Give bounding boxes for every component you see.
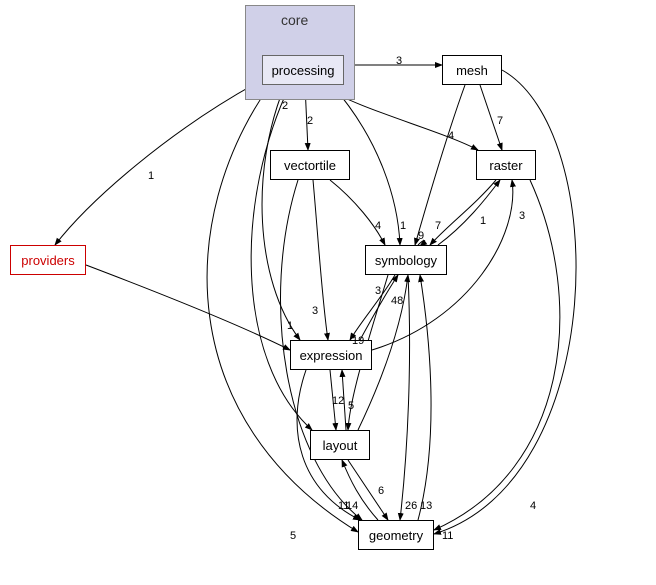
edge-vectortile-symbology (330, 180, 385, 245)
group-core-label: core (281, 12, 308, 28)
edge-label-layout-geometry: 6 (378, 485, 384, 497)
edge-label-mesh-geometry: 4 (530, 500, 536, 512)
edge-symbology-raster (438, 180, 500, 245)
edge-label-expression-raster: 3 (519, 210, 525, 222)
edge-processing-providers (55, 80, 262, 245)
node-geometry[interactable]: geometry (358, 520, 434, 550)
edge-label-mesh-symbology: 4 (448, 130, 454, 142)
edge-label-symbology-raster: 1 (480, 215, 486, 227)
node-layout[interactable]: layout (310, 430, 370, 460)
edge-label-symbology-expression: 48 (391, 295, 403, 307)
group-core: core (245, 5, 355, 100)
node-providers[interactable]: providers (10, 245, 86, 275)
edge-label-processing-symbology: 1 (400, 220, 406, 232)
edge-label-layout-expression: 5 (348, 400, 354, 412)
edge-label-mesh-raster: 7 (497, 115, 503, 127)
edge-label-vectortile-expression: 3 (312, 305, 318, 317)
edge-label-raster-symbology: 7 (435, 220, 441, 232)
edge-label-processing-layout: 2 (282, 100, 288, 112)
edge-label-symbology-geometry: 26 (405, 500, 417, 512)
edge-label-processing-vectortile: 2 (307, 115, 313, 127)
edge-geometry-symbology (418, 275, 431, 520)
node-mesh[interactable]: mesh (442, 55, 502, 85)
edge-raster-symbology (430, 180, 496, 245)
edge-label-geometry-layout: 11 (338, 500, 349, 512)
edge-providers-expression (86, 265, 290, 350)
edge-processing-expression (262, 85, 300, 340)
edge-label-symbology-symbology: 9 (418, 230, 424, 242)
edge-label-processing-expression: 1 (287, 320, 293, 332)
edge-label-vectortile-symbology: 4 (375, 220, 381, 232)
edge-label-expression-layout: 12 (332, 395, 344, 407)
edge-label-geometry-symbology: 13 (420, 500, 432, 512)
edge-symbology-expression (350, 275, 395, 340)
edge-label-processing-mesh: 3 (396, 55, 402, 67)
node-processing[interactable]: processing (262, 55, 344, 85)
edge-label-processing-providers: 1 (148, 170, 154, 182)
node-symbology[interactable]: symbology (365, 245, 447, 275)
node-vectortile[interactable]: vectortile (270, 150, 350, 180)
edge-label-raster-geometry: 11 (442, 530, 453, 542)
edge-label-expression-symbology: 3 (375, 285, 381, 297)
edge-label-layout-symbology: 19 (352, 335, 364, 347)
node-raster[interactable]: raster (476, 150, 536, 180)
edge-label-processing-geometry: 5 (290, 530, 296, 542)
